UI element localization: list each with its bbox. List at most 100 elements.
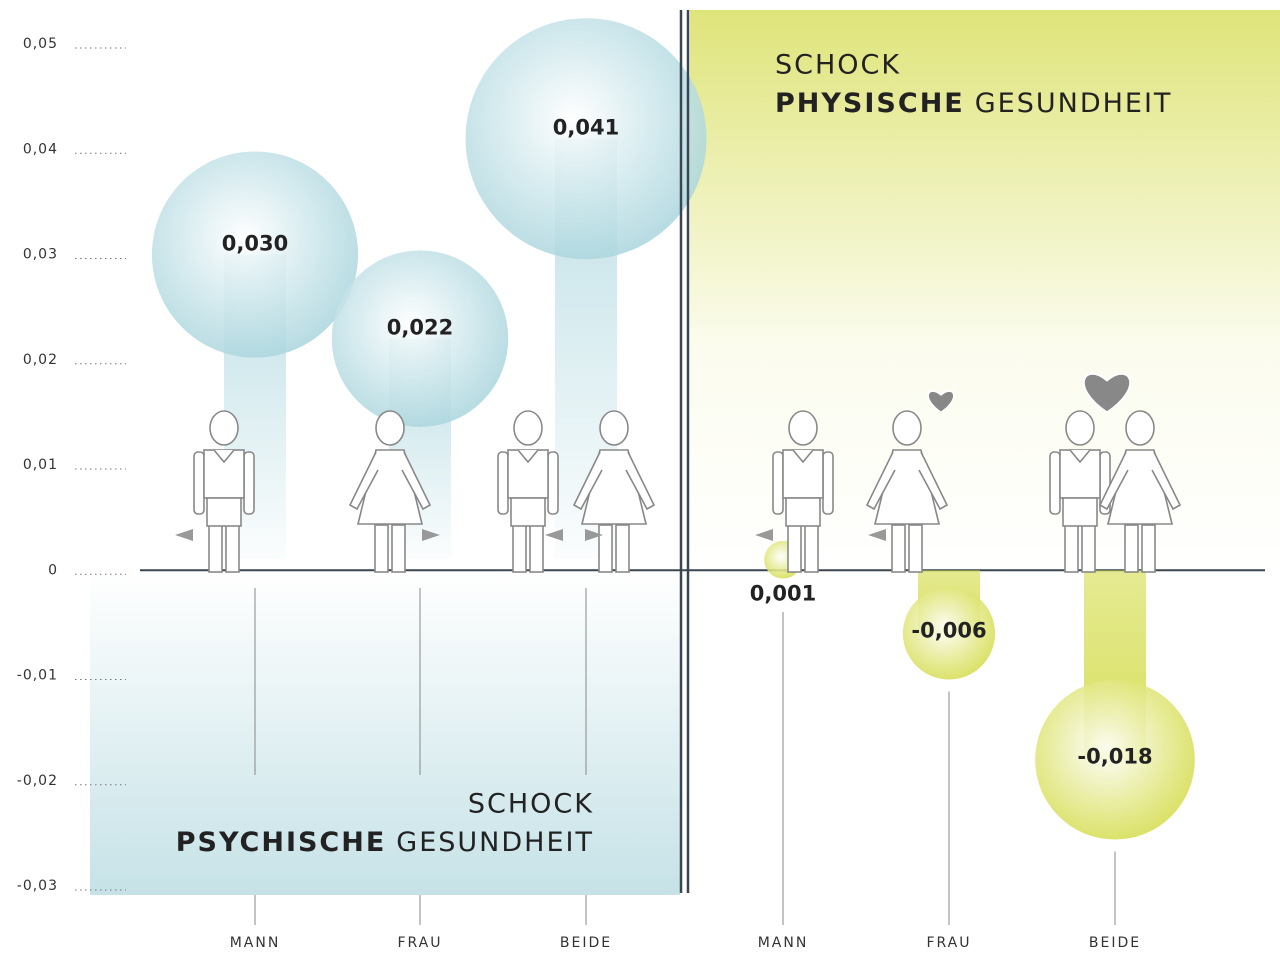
person-icon [572,410,656,573]
plot: -0,03 -0,02 -0,01 0 0,01 0,02 0,03 0,04 0,05 MANN… [17,18,1265,951]
x-tick-label: BEIDE [560,935,612,951]
arm [547,451,559,515]
value-label: -0,006 [911,618,986,642]
collar [1069,449,1091,464]
arm [1049,451,1061,515]
belt [785,497,821,527]
y-tick-label: 0,02 [23,352,58,368]
value-label: 0,022 [387,316,453,340]
arm [865,451,896,511]
leg [598,524,613,573]
leg [1064,524,1079,573]
y-tick-label: 0,04 [23,141,58,157]
person-icon [348,410,432,573]
leg [1081,524,1096,573]
leg [787,524,802,573]
heart-icon [927,389,955,414]
leg [1124,524,1139,573]
arm [822,451,834,515]
bubble [1035,679,1195,840]
leg [891,524,906,573]
leg [804,524,819,573]
panel-background [90,572,680,895]
title-bold: PSYCHISCHE [176,827,387,858]
x-tick-label: FRAU [926,935,971,951]
bubble [331,250,509,427]
y-tick-label: 0,01 [23,457,58,473]
arrow-icon [868,529,886,541]
arm [572,451,603,511]
leg [391,524,406,573]
value-label: 0,041 [553,116,619,140]
y-tick-label: -0,02 [17,773,58,789]
head [1065,410,1095,446]
arm [401,451,432,511]
person-icon [497,410,559,573]
figures [175,372,1182,573]
head [375,410,405,446]
arm [1098,451,1129,511]
title-bold: PHYSISCHE [775,88,965,119]
x-tick-label: MANN [230,935,281,951]
leg [225,524,240,573]
value-label: 0,030 [222,232,288,256]
leg [529,524,544,573]
head [892,410,922,446]
person-icon [772,410,834,573]
arrow-icon [585,529,603,541]
panel-title: SCHOCK [468,789,594,820]
arm [918,451,949,511]
leg [208,524,223,573]
head [788,410,818,446]
arrow-icon [422,529,440,541]
bubble [902,587,996,680]
arm [772,451,784,515]
belt [510,497,546,527]
panel-title: PSYCHISCHE GESUNDHEIT [176,827,594,858]
belt [206,497,242,527]
leg [908,524,923,573]
head [513,410,543,446]
arm [243,451,255,515]
head [599,410,629,446]
head [1125,410,1155,446]
title-rest: GESUNDHEIT [396,827,594,858]
arrow-icon [755,529,773,541]
collar [792,449,814,464]
leg [615,524,630,573]
x-tick-label: BEIDE [1089,935,1141,951]
y-tick-label: -0,01 [17,668,58,684]
arm [1151,451,1182,511]
heart-icon [1082,372,1132,414]
person-icon [1049,410,1111,573]
leg [374,524,389,573]
x-tick-label: FRAU [397,935,442,951]
arrow-icon [175,529,193,541]
value-label: -0,018 [1077,745,1152,769]
person-icon [193,410,255,573]
y-tick-label: -0,03 [17,878,58,894]
belt [1062,497,1098,527]
panel-title: PHYSISCHE GESUNDHEIT [775,88,1172,119]
x-tick-label: MANN [758,935,809,951]
bubble [465,18,707,260]
arm [193,451,205,515]
bubble [151,151,359,358]
arm [348,451,379,511]
collar [517,449,539,464]
y-tick-label: 0,05 [23,36,58,52]
leg [512,524,527,573]
y-tick-label: 0,03 [23,247,58,263]
value-label: 0,001 [750,582,816,606]
y-tick-label: 0 [48,562,58,578]
head [209,410,239,446]
arm [625,451,656,511]
arm [497,451,509,515]
panel-title: SCHOCK [775,50,901,81]
arrow-icon [545,529,563,541]
person-icon [865,410,949,573]
title-rest: GESUNDHEIT [975,88,1173,119]
leg [1141,524,1156,573]
